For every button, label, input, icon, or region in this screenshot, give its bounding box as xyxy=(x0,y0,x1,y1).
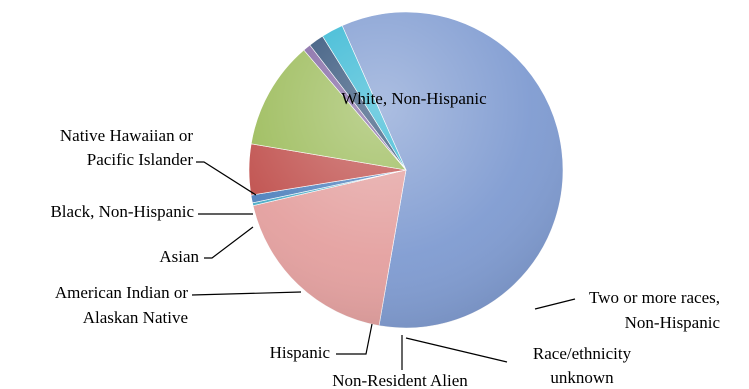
slice-label-race-ethnicity-unknown: Race/ethnicity xyxy=(533,344,632,363)
slice-label-race-ethnicity-unknown: unknown xyxy=(550,368,614,387)
slice-label-american-indian-or-alaskan-native: Alaskan Native xyxy=(83,308,188,327)
slice-labels: White, Non-Hispanic Two or more races, Non… xyxy=(50,89,720,389)
leader-lines xyxy=(191,161,576,370)
slice-label-native-hawaiian-or-pacific-islander: Pacific Islander xyxy=(87,150,194,169)
pie-slices xyxy=(248,11,564,329)
slice-label-two-or-more-races-non-hispanic: Non-Hispanic xyxy=(625,313,721,332)
leader-line-asian xyxy=(204,226,254,259)
leader-line-two-or-more-races-non-hispanic xyxy=(534,298,576,310)
slice-label-black-non-hispanic: Black, Non-Hispanic xyxy=(50,202,194,221)
slice-label-american-indian-or-alaskan-native: American Indian or xyxy=(55,283,188,302)
slice-label-hispanic: Hispanic xyxy=(270,343,331,362)
slice-label-two-or-more-races-non-hispanic: Two or more races, xyxy=(589,288,720,307)
leader-line-native-hawaiian-or-pacific-islander xyxy=(196,161,257,196)
leader-line-hispanic xyxy=(336,323,373,355)
slice-label-native-hawaiian-or-pacific-islander: Native Hawaiian or xyxy=(60,126,193,145)
slice-label-white-non-hispanic: White, Non-Hispanic xyxy=(341,89,487,108)
leader-line-race-ethnicity-unknown xyxy=(405,337,508,363)
slice-label-asian: Asian xyxy=(159,247,199,266)
slice-label-non-resident-alien: Non-Resident Alien xyxy=(332,371,468,389)
leader-line-american-indian-or-alaskan-native xyxy=(191,291,302,296)
